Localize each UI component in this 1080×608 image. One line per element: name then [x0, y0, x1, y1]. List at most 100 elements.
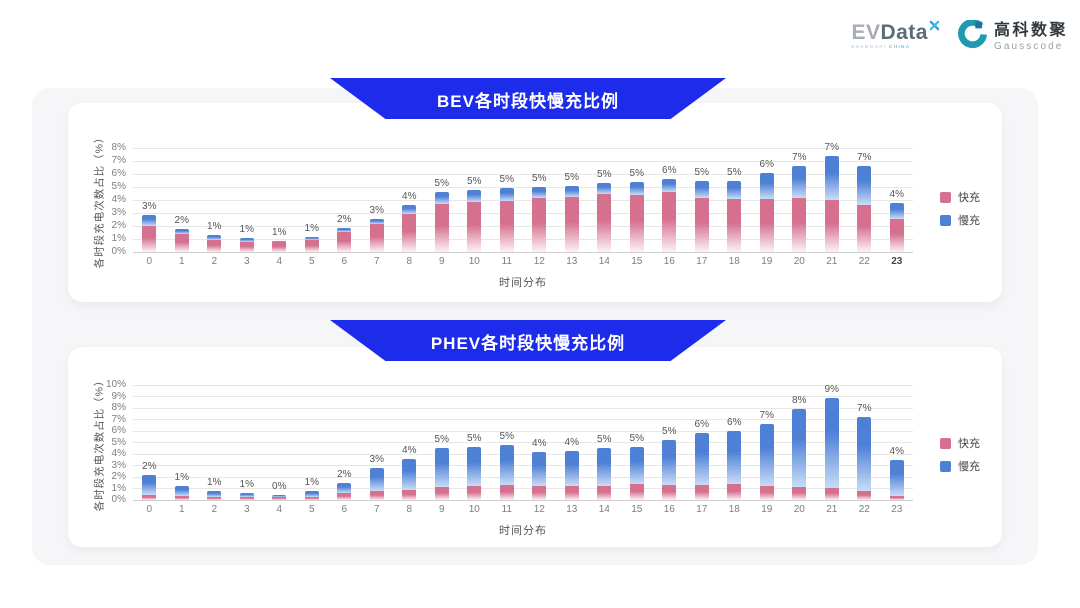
segment-slow[interactable]	[662, 179, 677, 193]
segment-slow[interactable]	[434, 447, 449, 487]
segment-slow[interactable]	[272, 494, 287, 498]
segment-slow[interactable]	[337, 482, 352, 494]
segment-fast[interactable]	[272, 242, 287, 252]
segment-fast[interactable]	[564, 196, 579, 252]
segment-fast[interactable]	[889, 495, 904, 500]
segment-fast[interactable]	[369, 490, 384, 500]
segment-slow[interactable]	[239, 493, 254, 497]
segment-fast[interactable]	[337, 231, 352, 252]
segment-slow[interactable]	[727, 431, 742, 485]
segment-slow[interactable]	[304, 490, 319, 497]
segment-fast[interactable]	[532, 485, 547, 500]
segment-fast[interactable]	[597, 193, 612, 252]
segment-slow[interactable]	[629, 181, 644, 195]
segment-slow[interactable]	[694, 181, 709, 199]
segment-fast[interactable]	[467, 201, 482, 252]
segment-slow[interactable]	[564, 450, 579, 487]
segment-fast[interactable]	[142, 226, 157, 252]
segment-fast[interactable]	[369, 224, 384, 252]
segment-slow[interactable]	[857, 417, 872, 491]
segment-slow[interactable]	[467, 189, 482, 202]
segment-slow[interactable]	[402, 204, 417, 214]
segment-fast[interactable]	[467, 485, 482, 500]
segment-fast[interactable]	[402, 490, 417, 500]
segment-fast[interactable]	[597, 485, 612, 500]
legend-item-快充[interactable]: 快充	[940, 189, 980, 205]
segment-slow[interactable]	[174, 486, 189, 496]
segment-fast[interactable]	[499, 200, 514, 252]
segment-fast[interactable]	[564, 486, 579, 500]
segment-slow[interactable]	[564, 185, 579, 197]
segment-slow[interactable]	[597, 447, 612, 486]
segment-fast[interactable]	[759, 486, 774, 500]
segment-slow[interactable]	[759, 173, 774, 199]
segment-slow[interactable]	[662, 440, 677, 486]
segment-slow[interactable]	[532, 187, 547, 199]
segment-fast[interactable]	[662, 192, 677, 252]
segment-fast[interactable]	[857, 490, 872, 500]
segment-slow[interactable]	[759, 424, 774, 487]
segment-slow[interactable]	[727, 181, 742, 200]
segment-fast[interactable]	[889, 218, 904, 252]
segment-slow[interactable]	[369, 218, 384, 225]
segment-fast[interactable]	[727, 484, 742, 500]
segment-slow[interactable]	[434, 192, 449, 204]
segment-slow[interactable]	[532, 452, 547, 486]
segment-fast[interactable]	[207, 496, 222, 500]
segment-fast[interactable]	[304, 496, 319, 500]
segment-fast[interactable]	[174, 234, 189, 252]
segment-fast[interactable]	[434, 203, 449, 252]
segment-fast[interactable]	[694, 485, 709, 500]
segment-fast[interactable]	[174, 495, 189, 500]
segment-slow[interactable]	[824, 397, 839, 488]
segment-slow[interactable]	[272, 240, 287, 243]
legend-item-快充[interactable]: 快充	[940, 435, 980, 451]
segment-slow[interactable]	[207, 235, 222, 240]
segment-slow[interactable]	[597, 183, 612, 194]
segment-slow[interactable]	[369, 467, 384, 491]
segment-fast[interactable]	[239, 496, 254, 500]
segment-slow[interactable]	[629, 446, 644, 485]
segment-slow[interactable]	[467, 446, 482, 486]
legend-item-慢充[interactable]: 慢充	[940, 458, 980, 474]
segment-slow[interactable]	[499, 188, 514, 201]
segment-slow[interactable]	[142, 214, 157, 226]
segment-fast[interactable]	[694, 198, 709, 252]
segment-slow[interactable]	[499, 445, 514, 486]
segment-slow[interactable]	[792, 166, 807, 199]
segment-slow[interactable]	[857, 166, 872, 206]
segment-fast[interactable]	[792, 198, 807, 252]
segment-fast[interactable]	[402, 213, 417, 252]
segment-fast[interactable]	[532, 198, 547, 252]
segment-fast[interactable]	[207, 239, 222, 252]
segment-fast[interactable]	[272, 497, 287, 500]
legend-item-慢充[interactable]: 慢充	[940, 212, 980, 228]
segment-fast[interactable]	[824, 200, 839, 252]
segment-fast[interactable]	[662, 485, 677, 500]
segment-slow[interactable]	[694, 433, 709, 486]
segment-fast[interactable]	[824, 487, 839, 500]
segment-fast[interactable]	[629, 194, 644, 252]
segment-fast[interactable]	[304, 240, 319, 252]
segment-slow[interactable]	[174, 228, 189, 235]
segment-slow[interactable]	[207, 490, 222, 497]
segment-slow[interactable]	[889, 459, 904, 496]
segment-fast[interactable]	[727, 199, 742, 252]
segment-fast[interactable]	[759, 198, 774, 252]
segment-slow[interactable]	[239, 238, 254, 242]
segment-fast[interactable]	[239, 241, 254, 252]
segment-slow[interactable]	[337, 227, 352, 232]
segment-slow[interactable]	[402, 458, 417, 491]
segment-slow[interactable]	[889, 202, 904, 219]
segment-slow[interactable]	[792, 409, 807, 487]
segment-fast[interactable]	[792, 486, 807, 500]
segment-fast[interactable]	[629, 484, 644, 500]
segment-fast[interactable]	[434, 486, 449, 500]
segment-fast[interactable]	[142, 495, 157, 500]
segment-slow[interactable]	[304, 237, 319, 241]
segment-fast[interactable]	[499, 485, 514, 500]
segment-slow[interactable]	[142, 474, 157, 496]
segment-fast[interactable]	[857, 205, 872, 252]
segment-slow[interactable]	[824, 156, 839, 200]
segment-fast[interactable]	[337, 493, 352, 500]
